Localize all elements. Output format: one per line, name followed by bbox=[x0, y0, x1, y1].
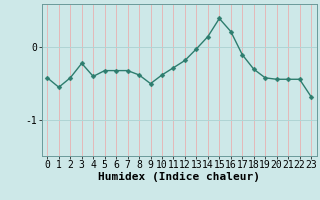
X-axis label: Humidex (Indice chaleur): Humidex (Indice chaleur) bbox=[98, 172, 260, 182]
